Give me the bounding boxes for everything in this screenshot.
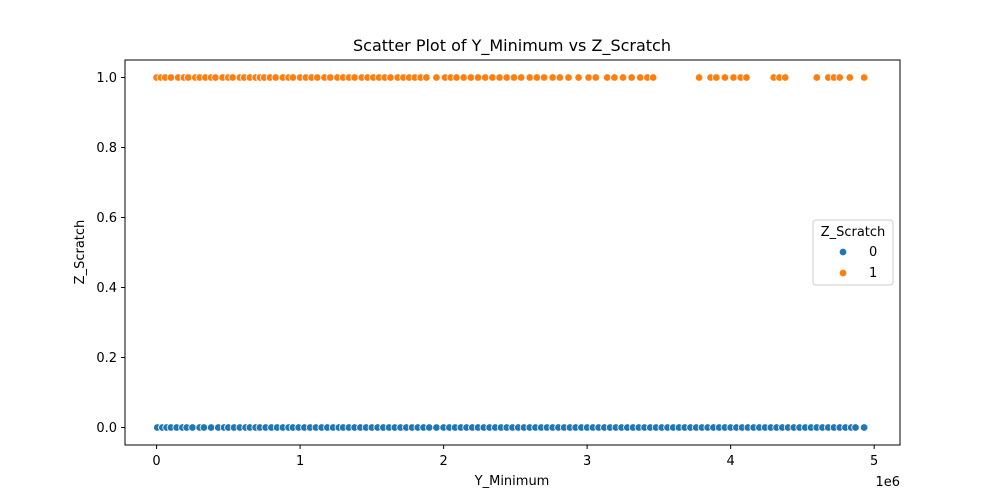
data-point-series-1 xyxy=(742,73,751,82)
data-point-series-1 xyxy=(532,73,542,82)
data-point-series-1 xyxy=(326,73,335,82)
data-point-series-1 xyxy=(516,73,526,82)
data-point-series-1 xyxy=(432,73,441,82)
data-point-series-1 xyxy=(211,73,220,82)
data-point-series-1 xyxy=(459,73,468,82)
data-point-series-1 xyxy=(694,73,704,82)
data-point-series-1 xyxy=(618,73,628,82)
data-point-series-1 xyxy=(859,73,869,82)
data-point-series-1 xyxy=(271,73,280,82)
data-point-series-1 xyxy=(574,73,583,82)
data-point-series-1 xyxy=(835,73,844,82)
data-point-series-1 xyxy=(452,73,461,82)
data-point-series-1 xyxy=(288,73,298,82)
data-point-series-1 xyxy=(712,73,721,82)
data-point-series-1 xyxy=(539,73,549,82)
y-axis-ticks: 0.0 0.2 0.4 0.6 0.8 1.0 xyxy=(96,71,125,436)
data-point-series-1 xyxy=(548,73,557,82)
x-tick-label: 2 xyxy=(439,454,447,469)
y-tick-label: 1.0 xyxy=(96,71,117,86)
legend-label-0: 0 xyxy=(869,245,877,260)
axes-frame xyxy=(124,59,901,446)
data-point-series-1 xyxy=(603,73,612,82)
data-point-series-1 xyxy=(584,73,593,82)
x-tick-label: 5 xyxy=(870,454,878,469)
data-point-series-1 xyxy=(845,73,854,82)
data-point-series-1 xyxy=(720,73,730,82)
data-point-series-1 xyxy=(812,73,821,82)
data-point-series-0 xyxy=(206,423,216,432)
data-point-series-1 xyxy=(591,73,600,82)
x-axis-ticks: 0 1 2 3 4 5 xyxy=(152,445,878,469)
data-point-series-1 xyxy=(481,73,490,82)
data-point-series-1 xyxy=(422,73,431,82)
legend-label-1: 1 xyxy=(869,266,877,281)
series-1-points xyxy=(152,73,869,82)
data-point-series-1 xyxy=(648,73,658,82)
legend-title: Z_Scratch xyxy=(821,225,886,240)
y-tick-label: 0.4 xyxy=(96,281,117,296)
data-point-series-1 xyxy=(564,73,573,82)
data-point-series-1 xyxy=(386,73,395,82)
data-point-series-1 xyxy=(313,73,322,82)
data-point-series-0 xyxy=(425,423,434,432)
data-point-series-1 xyxy=(729,73,738,82)
data-point-series-1 xyxy=(525,73,534,82)
data-point-series-0 xyxy=(188,423,197,432)
data-point-series-0 xyxy=(851,423,860,432)
data-point-series-1 xyxy=(473,73,483,82)
data-point-series-1 xyxy=(488,73,497,82)
y-tick-label: 0.2 xyxy=(96,351,117,366)
legend: Z_Scratch 0 1 xyxy=(812,219,894,286)
data-point-series-1 xyxy=(183,73,193,82)
x-axis-offset-label: 1e6 xyxy=(875,475,900,490)
data-point-series-1 xyxy=(636,73,645,82)
data-point-series-1 xyxy=(466,73,476,82)
data-point-series-1 xyxy=(509,73,519,82)
series-0-points xyxy=(153,423,869,432)
y-tick-label: 0.0 xyxy=(96,421,117,436)
data-point-series-1 xyxy=(495,73,504,82)
chart-title: Scatter Plot of Y_Minimum vs Z_Scratch xyxy=(353,36,671,56)
data-point-series-0 xyxy=(859,423,869,432)
data-point-series-1 xyxy=(780,73,790,82)
legend-marker-1 xyxy=(838,268,848,278)
data-point-series-1 xyxy=(627,73,636,82)
data-point-series-0 xyxy=(432,423,441,432)
x-tick-label: 4 xyxy=(727,454,735,469)
legend-box xyxy=(812,219,894,286)
data-point-series-1 xyxy=(166,73,176,82)
y-tick-label: 0.6 xyxy=(96,211,117,226)
y-axis-label: Z_Scratch xyxy=(73,220,88,285)
legend-marker-0 xyxy=(838,247,848,257)
data-point-series-1 xyxy=(228,73,237,82)
data-point-series-1 xyxy=(502,73,511,82)
x-axis-label: Y_Minimum xyxy=(474,474,550,489)
plot-area xyxy=(124,59,901,446)
data-point-series-1 xyxy=(555,73,565,82)
data-point-series-1 xyxy=(350,73,359,82)
x-tick-label: 1 xyxy=(296,454,304,469)
y-tick-label: 0.8 xyxy=(96,141,117,156)
x-tick-label: 3 xyxy=(583,454,591,469)
data-point-series-1 xyxy=(610,73,619,82)
data-point-series-0 xyxy=(199,423,209,432)
x-tick-label: 0 xyxy=(152,454,160,469)
